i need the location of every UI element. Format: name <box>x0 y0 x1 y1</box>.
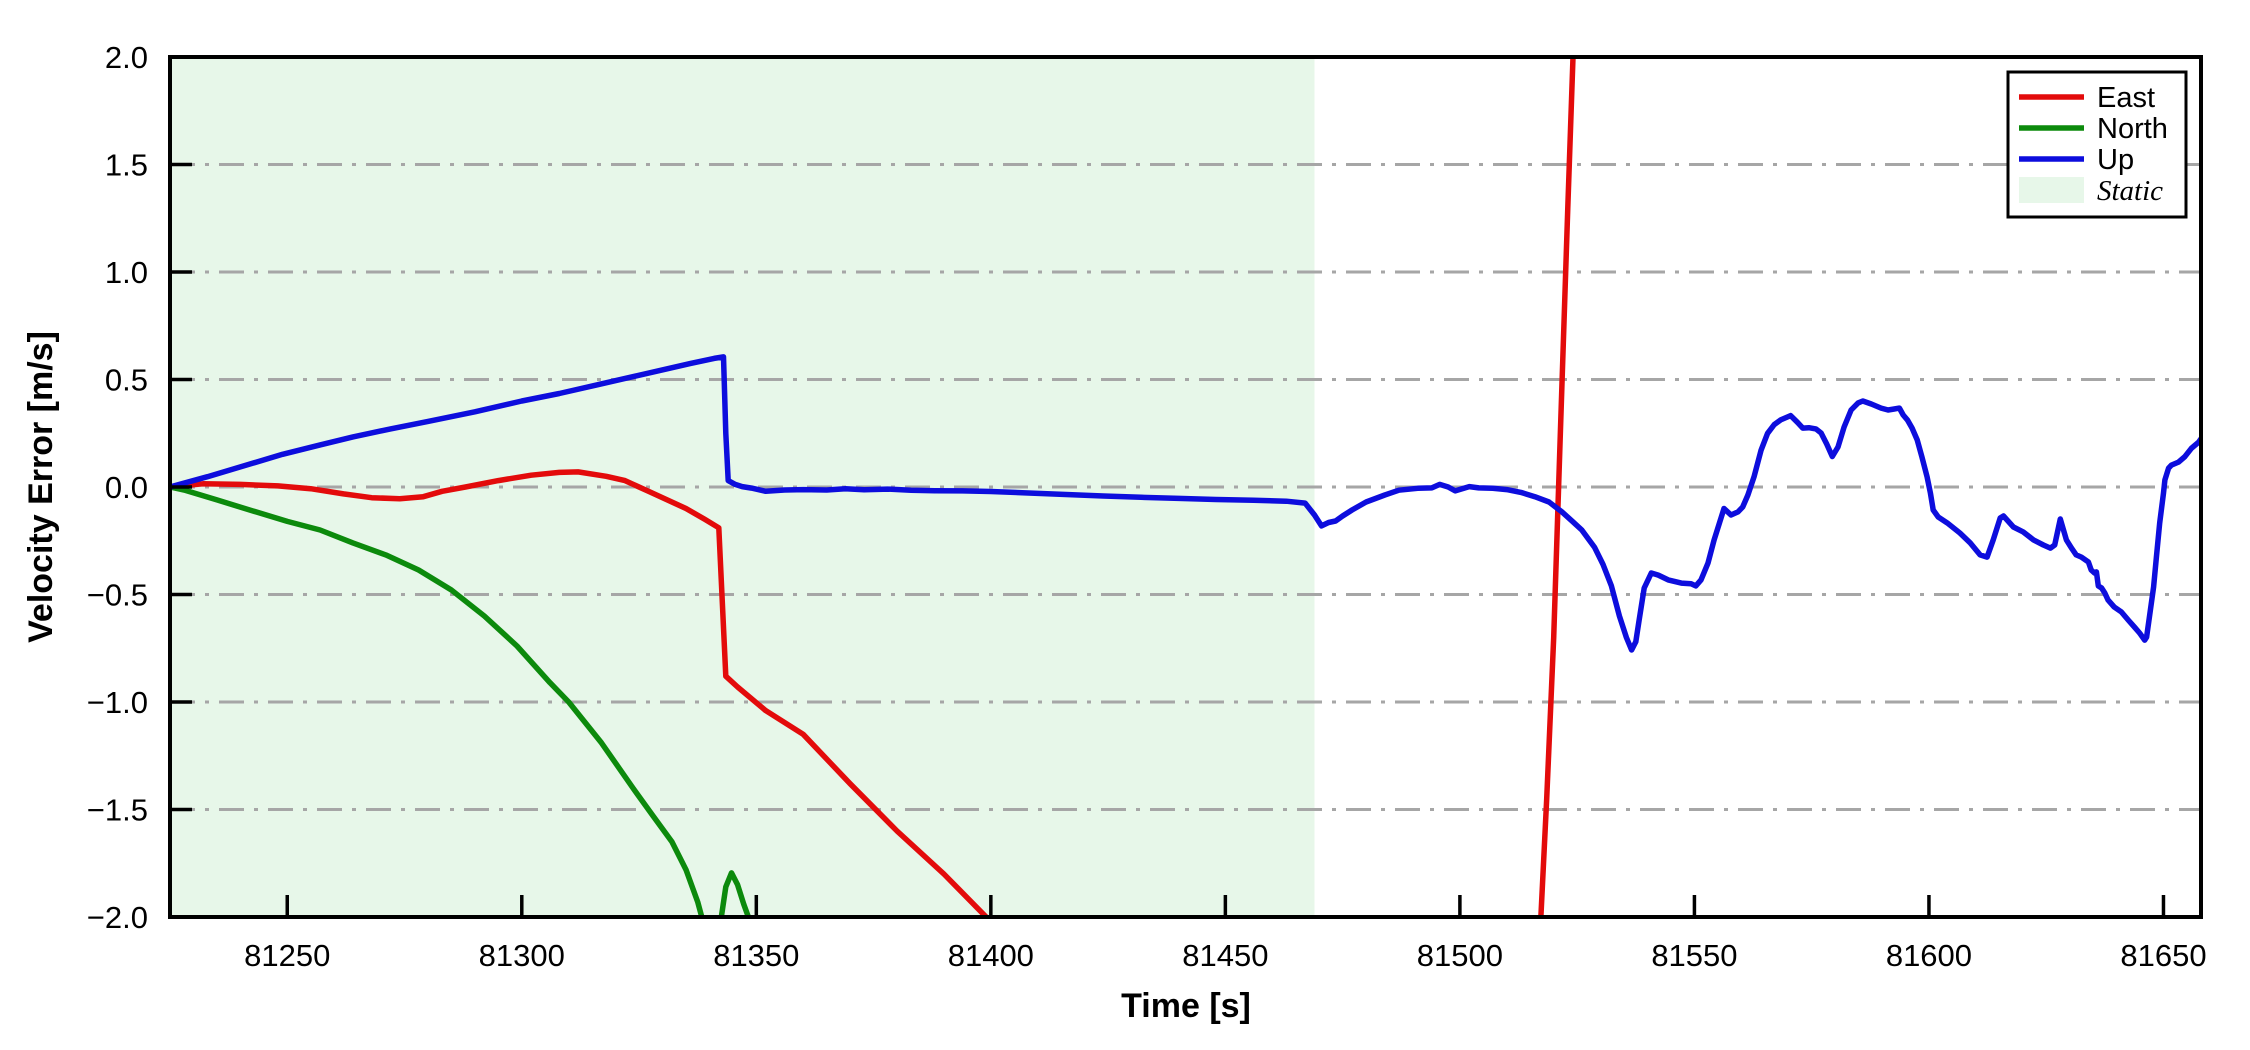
y-tick-label: −0.5 <box>87 578 148 613</box>
y-tick-label: 1.5 <box>105 148 148 183</box>
x-tick-label: 81350 <box>713 938 799 973</box>
y-tick-label: −1.5 <box>87 793 148 828</box>
y-tick-label: 1.0 <box>105 255 148 290</box>
y-tick-label: −2.0 <box>87 900 148 935</box>
series-line-east <box>170 469 990 917</box>
y-tick-label: 0.0 <box>105 470 148 505</box>
x-tick-label: 81300 <box>479 938 565 973</box>
x-axis-ticks: 81250 81300 81350 81400 81450 81500 81550 81600… <box>244 895 2207 973</box>
y-tick-label: 2.0 <box>105 40 148 75</box>
legend-static-patch <box>2019 177 2084 203</box>
x-tick-label: 81400 <box>948 938 1034 973</box>
x-tick-label: 81500 <box>1417 938 1503 973</box>
series-line-east <box>1538 57 1576 917</box>
series-line-north <box>170 484 752 917</box>
x-tick-label: 81650 <box>2120 938 2206 973</box>
x-tick-label: 81550 <box>1651 938 1737 973</box>
series-line-up <box>170 354 2201 653</box>
legend-static-label: Static <box>2097 175 2163 207</box>
gridlines <box>170 163 2201 811</box>
x-tick-label: 81450 <box>1182 938 1268 973</box>
y-axis-ticks: 2.0 1.5 1.0 0.5 0.0 −0.5 −1.0 −1.5 −2.0 <box>87 40 192 935</box>
series-lines <box>170 57 2201 917</box>
x-tick-label: 81250 <box>244 938 330 973</box>
x-axis-title: Time [s] <box>1121 987 1251 1025</box>
y-tick-label: −1.0 <box>87 685 148 720</box>
y-tick-label: 0.5 <box>105 363 148 398</box>
x-tick-label: 81600 <box>1886 938 1972 973</box>
legend-up-label: Up <box>2097 144 2134 176</box>
y-axis-title: Velocity Error [m/s] <box>22 331 60 643</box>
legend-east-label: East <box>2097 82 2155 114</box>
legend: East North Up Static <box>2006 70 2188 219</box>
legend-north-label: North <box>2097 113 2168 145</box>
